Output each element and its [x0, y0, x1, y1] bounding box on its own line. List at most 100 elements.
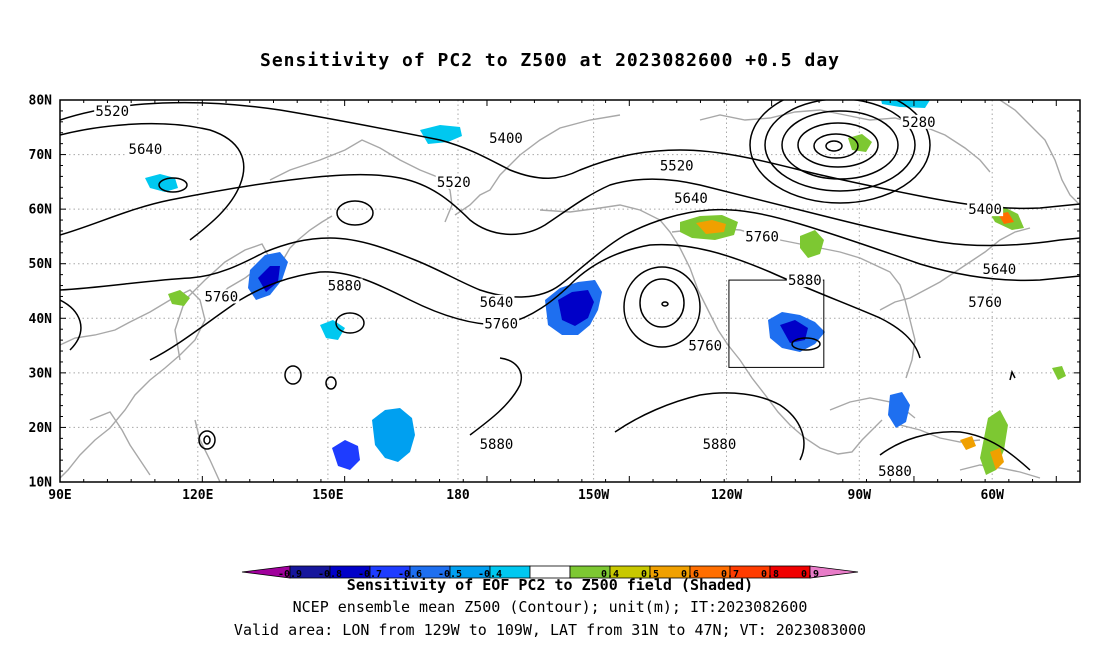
- lat-label-30n: 30N: [29, 366, 53, 381]
- contour-small-pac: [335, 312, 365, 334]
- contour-label: 5640: [982, 262, 1016, 278]
- colorbar-label: 0.7: [721, 569, 739, 580]
- lon-label-90e: 90E: [48, 488, 71, 503]
- contour-small-ph2: [203, 435, 211, 445]
- contour-label-bg: [967, 202, 1004, 217]
- contour-label: 5760: [204, 289, 238, 305]
- lon-label-180: 180: [446, 488, 470, 503]
- contour-label-bg: [672, 191, 709, 206]
- contour-label: 5520: [660, 158, 694, 174]
- contour-label-bg: [487, 131, 524, 146]
- contour-5880-east: [614, 392, 805, 461]
- lon-axis: 90E 120E 150E 180 150W 120W 90W 60W: [48, 488, 1004, 503]
- contour-label: 5400: [489, 131, 523, 147]
- contour-arctic-4: [797, 122, 879, 168]
- contour-label: 5520: [95, 104, 129, 120]
- contour-label-bg: [203, 289, 240, 304]
- contour-small-atl: [1009, 369, 1016, 381]
- contour-arctic-5: [813, 133, 859, 159]
- lon-label-90w: 90W: [848, 488, 872, 503]
- east-coast: [879, 227, 1031, 311]
- lon-label-120w: 120W: [711, 488, 742, 503]
- blob-negative-gulf: [888, 392, 910, 428]
- lon-label-60w: 60W: [980, 488, 1004, 503]
- colorbar: -0.9 -0.8 -0.7 -0.6 -0.5 -0.4 0.4 0.5 0.6 0.7 0.8 0…: [241, 565, 859, 580]
- contour-label: 5520: [437, 175, 471, 191]
- blob-positive-plains: [800, 230, 824, 258]
- contour-5760: [60, 208, 1080, 298]
- lat-label-40n: 40N: [29, 312, 53, 327]
- contour-5640: [60, 173, 1080, 247]
- contour-label-bg: [94, 103, 131, 118]
- alaska-west-coast: [454, 114, 621, 216]
- blob-negative-japan-core: [258, 266, 280, 292]
- blob-positive-caribbean-core: [990, 448, 1004, 470]
- lat-label-50n: 50N: [29, 257, 53, 272]
- colorbar-label: -0.9: [278, 569, 302, 580]
- colorbar-label: 0.8: [761, 569, 779, 580]
- contour-label-bg: [967, 294, 1004, 309]
- valid-area-box: [728, 279, 825, 368]
- blob-negative-wpac2: [320, 320, 345, 340]
- blob-negative-canada-core: [780, 320, 808, 343]
- blob-negative-arctic: [881, 100, 930, 108]
- lon-label-150e: 150E: [312, 488, 343, 503]
- colorbar-label: 0.4: [601, 569, 619, 580]
- contour-label: 5640: [480, 295, 514, 311]
- blob-positive-china: [168, 290, 190, 306]
- sensitivity-shading: [145, 100, 1066, 475]
- contour-5640-west: [60, 122, 245, 241]
- contour-label: 5880: [328, 279, 362, 295]
- contour-label: 5640: [129, 142, 163, 158]
- blob-positive-westcoast-core: [696, 220, 726, 234]
- chart-title: Sensitivity of PC2 to Z500 at 2023082600…: [259, 50, 840, 71]
- lat-label-20n: 20N: [29, 421, 53, 436]
- map-frame: [59, 99, 1081, 483]
- contour-label-bg: [744, 229, 781, 244]
- contour-5880-pac-south: [469, 357, 522, 436]
- contour-arctic-2: [764, 100, 916, 192]
- contour-label: 5760: [968, 295, 1002, 311]
- contour-label: 5880: [703, 437, 737, 453]
- asia-coast: [60, 289, 206, 479]
- blob-negative-westpac: [332, 440, 360, 470]
- contour-label: 5880: [480, 437, 514, 453]
- contour-label-bg: [786, 273, 823, 288]
- north-america-west-coast: [539, 204, 883, 455]
- contour-small-siberia: [158, 177, 188, 193]
- footer-valid-area: Valid area: LON from 129W to 109W, LAT f…: [233, 621, 867, 639]
- contour-label-bg: [981, 262, 1018, 277]
- contour-arctic-6: [825, 140, 843, 152]
- colorbar-label: -0.7: [358, 569, 382, 580]
- colorbar-label: 0.5: [641, 569, 659, 580]
- contour-5880-north: [149, 243, 921, 361]
- colorbar-label: 0.6: [681, 569, 699, 580]
- contour-label: 5760: [688, 339, 722, 355]
- contour-label-bg: [127, 142, 164, 157]
- blob-positive-atlantic-east: [1052, 366, 1066, 380]
- lat-label-60n: 60N: [29, 203, 53, 218]
- contour-label-bg: [326, 278, 363, 293]
- contour-label-bg: [900, 114, 937, 129]
- colorbar-max-triangle: [809, 565, 859, 579]
- z500-contours: [60, 100, 1080, 471]
- contour-small-3: [325, 376, 337, 390]
- contour-low-outer: [623, 266, 701, 348]
- greenland-outline: [999, 100, 1080, 206]
- contour-label-bg: [658, 158, 695, 173]
- axis-ticks: [59, 99, 1081, 483]
- lon-label-150w: 150W: [578, 488, 609, 503]
- contour-label-bg: [876, 464, 913, 479]
- contour-left-edge: [60, 299, 82, 351]
- lat-label-70n: 70N: [29, 148, 53, 163]
- footer-shading-caption: Sensitivity of EOF PC2 to Z500 field (Sh…: [346, 576, 754, 594]
- footer-contour-caption: NCEP ensemble mean Z500 (Contour); unit(…: [292, 598, 808, 616]
- contour-label-bg: [478, 436, 515, 451]
- lat-axis: 80N 70N 60N 50N 40N 30N 20N 10N: [29, 94, 53, 491]
- contour-label-bg: [483, 316, 520, 331]
- colorbar-label: -0.5: [438, 569, 462, 580]
- contour-small-2: [284, 365, 302, 385]
- contour-small-low-1: [336, 200, 374, 226]
- lat-label-80n: 80N: [29, 94, 53, 109]
